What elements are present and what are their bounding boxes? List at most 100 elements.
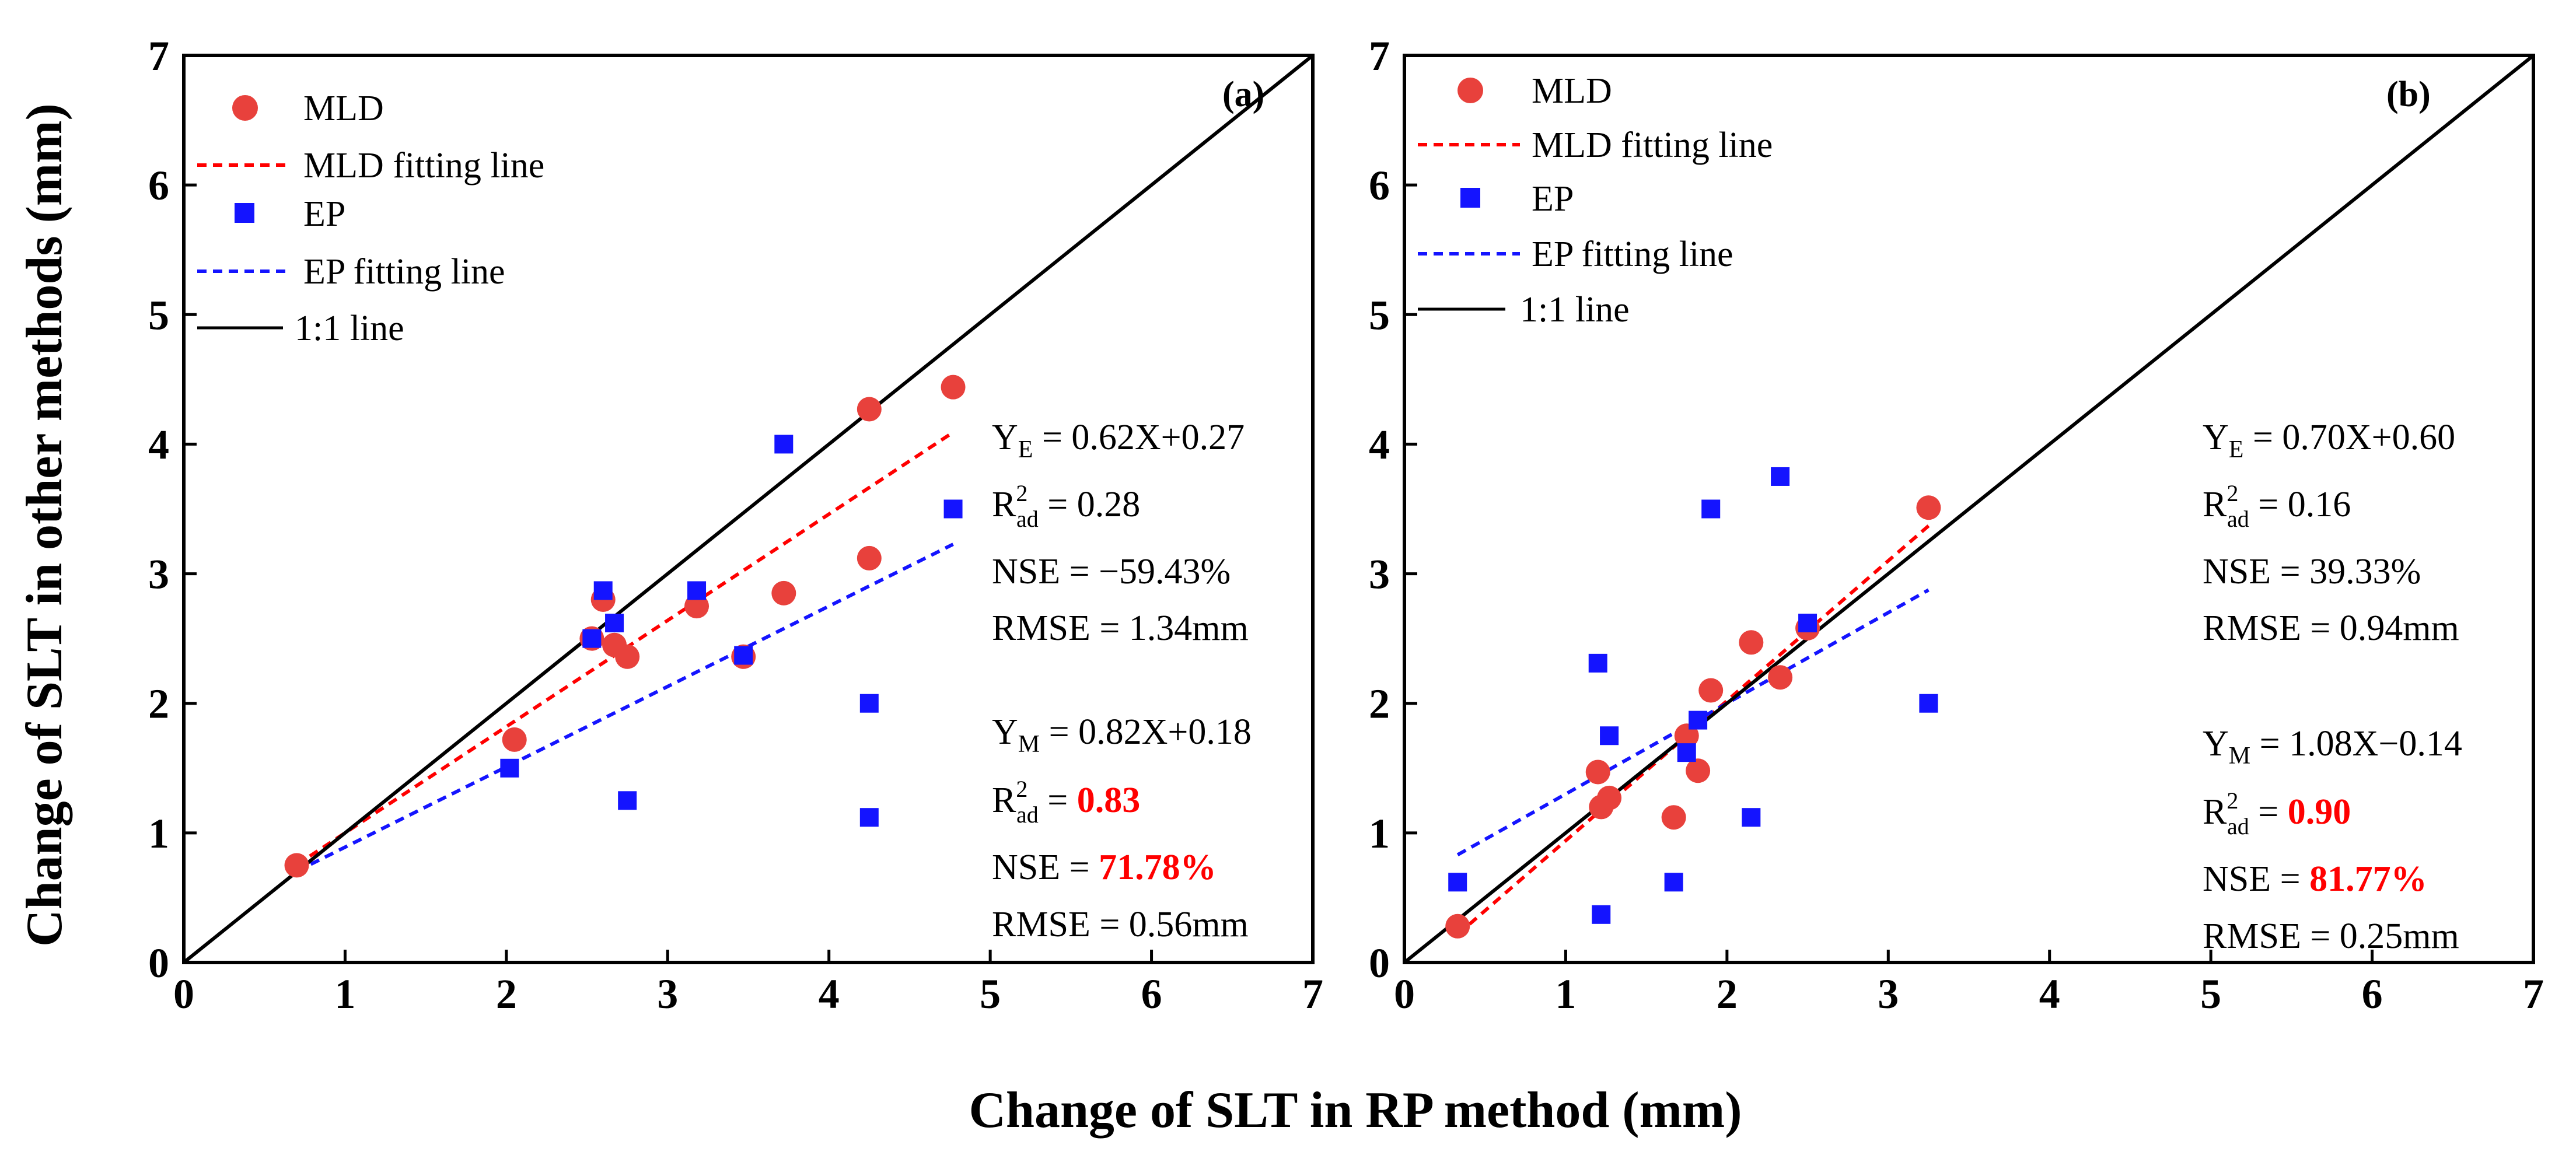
panel-a-y-tick-label: 7 bbox=[148, 33, 169, 79]
panel-b-y-tick-label: 2 bbox=[1369, 681, 1390, 727]
panel-a-x-tick-label: 0 bbox=[173, 971, 194, 1017]
panel-a-y-tick-label: 3 bbox=[148, 551, 169, 598]
panel-b-x-tick-label: 3 bbox=[1878, 971, 1899, 1017]
panel-a-y-tick-label: 4 bbox=[148, 421, 169, 468]
panel-b-mld-point bbox=[1698, 678, 1724, 703]
panel-b-ep-nse: NSE = 39.33% bbox=[2203, 552, 2421, 592]
panel-a-mld-nse: NSE = 71.78% bbox=[992, 848, 1217, 887]
panel-b-mld-point bbox=[1585, 760, 1610, 785]
panel-a: 0 1 2 3 4 5 6 7 0 1 2 3 4 5 6 7 (a) MLD MLD fitting li… bbox=[148, 33, 1323, 1017]
panel-a-mld-point bbox=[284, 853, 309, 878]
panel-b-legend-ep: EP bbox=[1532, 179, 1574, 219]
panel-b-legend: MLD MLD fitting line EP EP fitting line … bbox=[1418, 71, 1773, 330]
panel-a-ep-point bbox=[605, 613, 624, 632]
panel-b-y-tick-label: 3 bbox=[1369, 551, 1390, 598]
panel-a-ep-point bbox=[618, 791, 637, 810]
panel-a-legend-ep: EP bbox=[303, 194, 345, 234]
panel-b-mld-point bbox=[1445, 914, 1470, 939]
panel-a-mld-point bbox=[941, 374, 966, 400]
panel-a-legend-ep-marker bbox=[235, 203, 254, 223]
panel-b-ep-point bbox=[1701, 499, 1721, 519]
panel-a-mld-point bbox=[684, 594, 709, 619]
panel-a-ep-rmse: RMSE = 1.34mm bbox=[992, 608, 1249, 648]
panel-b-x-ticks: 0 1 2 3 4 5 6 7 bbox=[1394, 950, 2544, 1017]
panel-b-y-tick-label: 1 bbox=[1369, 810, 1390, 857]
panel-a-fit-line-0 bbox=[295, 430, 955, 867]
panel-a-mld-point bbox=[615, 644, 640, 669]
panel-a-mld-point bbox=[857, 545, 882, 570]
panel-b-x-tick-label: 7 bbox=[2523, 971, 2544, 1017]
panel-a-ep-point bbox=[582, 629, 602, 648]
panel-b-mld-point bbox=[1661, 805, 1686, 830]
panel-b-ep-point bbox=[1919, 694, 1938, 713]
panel-a-legend-mld: MLD bbox=[303, 89, 384, 128]
panel-a-y-ticks: 0 1 2 3 4 5 6 7 bbox=[148, 33, 197, 986]
panel-b-legend-ep-marker bbox=[1460, 188, 1480, 208]
panel-a-mld-point bbox=[502, 727, 527, 752]
panel-a-legend: MLD MLD fitting line EP EP fitting line … bbox=[197, 89, 544, 348]
panel-a-x-tick-label: 7 bbox=[1302, 971, 1323, 1017]
panel-b-mld-point bbox=[1739, 630, 1764, 655]
panel-a-ep-equation: YE = 0.62X+0.27 bbox=[992, 418, 1245, 463]
panel-a-fit-line-1 bbox=[296, 542, 954, 873]
panel-b-x-tick-label: 1 bbox=[1555, 971, 1576, 1017]
panel-b-mld-point bbox=[1597, 785, 1622, 810]
x-axis-title: Change of SLT in RP method (mm) bbox=[969, 1082, 1742, 1139]
panel-a-x-tick-label: 2 bbox=[496, 971, 517, 1017]
panel-b-mld-equation: YM = 1.08X−0.14 bbox=[2203, 724, 2462, 769]
panel-b-ep-point bbox=[1771, 467, 1790, 486]
panel-b-ep-r2: R2 ad = 0.16 bbox=[2203, 480, 2351, 532]
panel-b-stats: YE = 0.70X+0.60 R2 ad = 0.16 NSE = 39.33%… bbox=[2203, 418, 2462, 956]
panel-a-ep-point bbox=[500, 758, 519, 778]
panel-a-ep-point bbox=[687, 581, 707, 600]
panel-b-ep-point bbox=[1588, 653, 1607, 673]
panel-b-ep-point bbox=[1592, 905, 1611, 924]
panel-a-y-tick-label: 1 bbox=[148, 810, 169, 857]
panel-a-ep-point bbox=[734, 646, 753, 665]
panel-b-mld-point bbox=[1686, 758, 1711, 783]
panel-b-ep-point bbox=[1664, 873, 1683, 892]
panel-b-frame bbox=[1403, 54, 2535, 964]
panel-a-mld-equation: YM = 0.82X+0.18 bbox=[992, 712, 1252, 758]
panel-b-mld-nse: NSE = 81.77% bbox=[2203, 859, 2427, 899]
panel-a-mld-point bbox=[771, 580, 796, 606]
panel-b-legend-ep-fit: EP fitting line bbox=[1532, 235, 1733, 274]
panel-b-y-tick-label: 6 bbox=[1369, 162, 1390, 209]
panel-b-legend-mld-marker bbox=[1457, 78, 1483, 103]
panel-a-stats: YE = 0.62X+0.27 R2 ad = 0.28 NSE = −59.43… bbox=[992, 418, 1252, 944]
panel-b-mld-point bbox=[1916, 495, 1941, 520]
panel-a-y-tick-label: 5 bbox=[148, 292, 169, 338]
panel-b-y-tick-label: 7 bbox=[1369, 33, 1390, 79]
panel-a-x-tick-label: 6 bbox=[1141, 971, 1162, 1017]
panel-a-y-tick-label: 2 bbox=[148, 681, 169, 727]
panel-a-frame bbox=[182, 54, 1315, 964]
panel-a-y-tick-label: 0 bbox=[148, 940, 169, 986]
panel-b-x-tick-label: 5 bbox=[2200, 971, 2221, 1017]
panel-b-y-tick-label: 5 bbox=[1369, 292, 1390, 338]
panel-b-ep-equation: YE = 0.70X+0.60 bbox=[2203, 418, 2455, 463]
panel-b-y-tick-label: 4 bbox=[1369, 421, 1390, 468]
panel-a-mld-point bbox=[857, 397, 882, 422]
panel-b-ep-point bbox=[1742, 808, 1761, 827]
panel-b-mld-rmse: RMSE = 0.25mm bbox=[2203, 916, 2459, 956]
panel-b-ep-rmse: RMSE = 0.94mm bbox=[2203, 608, 2459, 648]
panel-a-x-ticks: 0 1 2 3 4 5 6 7 bbox=[173, 950, 1323, 1017]
panel-a-tag: (a) bbox=[1222, 75, 1264, 114]
panel-b-legend-one-to-one: 1:1 line bbox=[1520, 290, 1630, 330]
panel-a-legend-ep-fit: EP fitting line bbox=[303, 252, 505, 292]
panel-a-mld-r2: R2 ad = 0.83 bbox=[992, 776, 1140, 828]
panel-a-x-tick-label: 1 bbox=[334, 971, 355, 1017]
panel-a-legend-mld-fit: MLD fitting line bbox=[303, 146, 544, 186]
panel-b-ep-point bbox=[1798, 613, 1817, 632]
panel-b-ep-point bbox=[1448, 873, 1467, 892]
panel-a-legend-mld-marker bbox=[232, 95, 258, 121]
panel-a-legend-one-to-one: 1:1 line bbox=[295, 309, 404, 348]
panel-b: 0 1 2 3 4 5 6 7 0 1 2 3 4 5 6 7 (b) MLD MLD fitting li… bbox=[1369, 33, 2544, 1017]
panel-b-tag: (b) bbox=[2386, 75, 2431, 114]
panel-b-mld-point bbox=[1674, 723, 1699, 748]
panel-a-y-tick-label: 6 bbox=[148, 162, 169, 209]
panel-b-x-tick-label: 6 bbox=[2362, 971, 2383, 1017]
panel-b-x-tick-label: 0 bbox=[1394, 971, 1415, 1017]
panel-a-fit-line-2 bbox=[183, 54, 1314, 964]
